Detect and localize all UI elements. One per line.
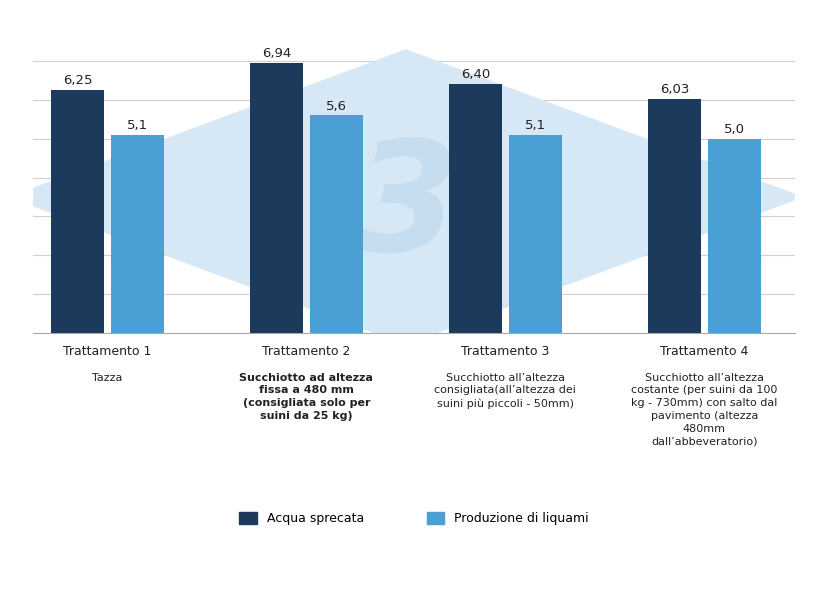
Bar: [707, 139, 760, 333]
Text: 5,1: 5,1: [524, 119, 545, 132]
Text: Succhiotto all’altezza
costante (per suini da 100
kg - 730mm) con salto dal
pavi: Succhiotto all’altezza costante (per sui…: [631, 372, 776, 447]
Bar: [250, 63, 303, 333]
Text: Trattamento 3: Trattamento 3: [460, 345, 549, 358]
Text: Trattamento 2: Trattamento 2: [262, 345, 350, 358]
Bar: [51, 90, 104, 333]
Bar: [508, 135, 561, 333]
Text: 6,94: 6,94: [261, 48, 291, 61]
Text: Succhiotto ad altezza
fissa a 480 mm
(consigliata solo per
suini da 25 kg): Succhiotto ad altezza fissa a 480 mm (co…: [239, 372, 373, 421]
Text: Trattamento 4: Trattamento 4: [659, 345, 748, 358]
Legend: Acqua sprecata, Produzione di liquami: Acqua sprecata, Produzione di liquami: [234, 508, 593, 530]
Text: Trattamento 1: Trattamento 1: [63, 345, 152, 358]
Text: 5,1: 5,1: [126, 119, 147, 132]
Text: 6,03: 6,03: [659, 83, 688, 96]
Text: 5,6: 5,6: [325, 99, 346, 112]
Text: 6,40: 6,40: [460, 68, 490, 82]
Text: 5,0: 5,0: [722, 123, 744, 136]
Text: Tazza: Tazza: [92, 372, 122, 383]
Bar: [647, 99, 700, 333]
Bar: [310, 115, 362, 333]
Text: Succhiotto all’altezza
consigliata(all’altezza dei
suini più piccoli - 50mm): Succhiotto all’altezza consigliata(all’a…: [434, 372, 576, 409]
Polygon shape: [8, 49, 803, 345]
Bar: [111, 135, 164, 333]
Text: 6,25: 6,25: [63, 74, 93, 87]
Text: 3: 3: [352, 134, 459, 283]
Bar: [448, 84, 501, 333]
